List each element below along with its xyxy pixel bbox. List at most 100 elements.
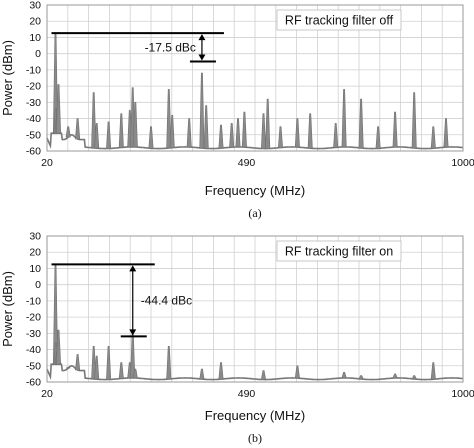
spectral-peak xyxy=(118,113,124,148)
legend-text-b: RF tracking filter on xyxy=(285,245,393,259)
spectral-peak xyxy=(106,121,112,149)
spectral-peak xyxy=(166,89,172,149)
annotation-b: -44.4 dBc xyxy=(51,263,192,338)
x-tick-label: 1000 xyxy=(451,388,474,400)
y-tick-label: 20 xyxy=(29,247,41,259)
spectral-peak xyxy=(169,115,175,148)
caption-a: (a) xyxy=(248,206,261,220)
dbc-annotation-label: -17.5 dBc xyxy=(145,40,196,54)
x-tick-label: 20 xyxy=(41,157,53,169)
dbc-arrow-head-down xyxy=(198,54,206,61)
y-tick-label: -50 xyxy=(26,360,41,372)
dbc-arrow-head-up xyxy=(198,34,206,41)
y-axis-label-b: Power (dBm) xyxy=(0,271,15,347)
spectral-peak xyxy=(75,118,81,140)
y-tick-label: -20 xyxy=(26,81,41,93)
x-axis-label-b: Frequency (MHz) xyxy=(205,408,305,423)
y-tick-label: 10 xyxy=(29,32,41,44)
x-tick-label: 20 xyxy=(41,388,53,400)
spectral-peak xyxy=(65,367,71,369)
y-tick-label: -30 xyxy=(26,97,41,109)
spectral-peak xyxy=(341,89,347,148)
spectral-peak xyxy=(358,98,364,149)
spectral-peak xyxy=(55,84,62,134)
spectral-peak xyxy=(199,72,205,149)
plot-frame-b xyxy=(46,235,464,383)
x-tick-label: 490 xyxy=(238,157,256,169)
spectral-peak xyxy=(430,126,436,149)
x-tick-label: 490 xyxy=(238,388,256,400)
y-tick-label: -60 xyxy=(26,146,41,158)
y-tick-label: -50 xyxy=(26,129,41,141)
legend-box-a xyxy=(276,9,402,31)
spectral-peak xyxy=(55,329,62,365)
y-tick-label: 10 xyxy=(29,263,41,275)
y-tick-label: -40 xyxy=(26,344,41,356)
spectral-peak xyxy=(65,126,71,138)
spectral-peak xyxy=(260,113,267,149)
spectral-peak xyxy=(260,370,267,380)
spectral-peak xyxy=(241,111,247,148)
spectral-peak xyxy=(375,126,381,149)
dbc-arrow-head-down xyxy=(129,329,137,336)
spectral-peak xyxy=(411,375,417,380)
y-tick-labels-b: 30 20 10 0 -10 -20 -30 -40 -50 -60 xyxy=(26,231,41,389)
legend-text-a: RF tracking filter off xyxy=(285,14,394,28)
spectral-peak xyxy=(186,118,192,148)
spectral-peak xyxy=(94,355,100,380)
x-tick-label: 1000 xyxy=(451,157,474,169)
spectral-peak xyxy=(166,346,172,380)
y-tick-label: -20 xyxy=(26,312,41,324)
y-tick-label: -10 xyxy=(26,295,41,307)
spectral-peak xyxy=(132,102,138,148)
spectral-peak xyxy=(229,123,235,148)
spectral-peak xyxy=(265,98,271,149)
y-tick-label: -30 xyxy=(26,328,41,340)
legend-box-b xyxy=(276,240,402,262)
x-axis-label-a: Frequency (MHz) xyxy=(205,183,305,198)
spectral-peak xyxy=(106,346,112,380)
x-tick-labels-b: 20 490 1000 xyxy=(41,388,474,400)
spectral-peak xyxy=(94,123,100,149)
annotation-a: -17.5 dBc xyxy=(51,32,224,63)
y-tick-label: -10 xyxy=(26,64,41,76)
spectral-peak xyxy=(218,362,224,380)
chart-panel-b: 30 20 10 0 -10 -20 -30 -40 -50 -60 20 490 1000 -44.… xyxy=(0,231,474,446)
y-tick-label: 30 xyxy=(29,0,41,12)
y-tick-label: 0 xyxy=(35,279,41,291)
y-tick-label: 0 xyxy=(35,48,41,60)
dbc-arrow-head-up xyxy=(129,265,137,272)
spectral-peak xyxy=(333,123,339,148)
spectral-peak xyxy=(132,368,138,379)
spectral-peak xyxy=(218,124,224,149)
spectral-peak xyxy=(443,118,449,148)
x-tick-labels-a: 20 490 1000 xyxy=(41,157,474,169)
y-tick-label: -60 xyxy=(26,377,41,389)
caption-b: (b) xyxy=(248,431,262,445)
spectral-peak xyxy=(203,105,209,149)
y-tick-label: 30 xyxy=(29,231,41,243)
dbc-annotation-label: -44.4 dBc xyxy=(141,293,192,307)
spectral-peak xyxy=(430,362,436,380)
y-axis-label-a: Power (dBm) xyxy=(0,40,15,116)
spectral-peak xyxy=(235,118,241,148)
spectral-peak xyxy=(411,92,417,149)
spectral-peak xyxy=(358,375,364,380)
plot-frame-a xyxy=(46,4,464,152)
spectral-peak xyxy=(118,362,124,379)
spectral-peak xyxy=(294,118,300,148)
y-tick-labels-a: 30 20 10 0 -10 -20 -30 -40 -50 -60 xyxy=(26,0,41,158)
spectral-peak xyxy=(307,113,313,149)
spectral-peak xyxy=(148,126,154,149)
spectral-peak xyxy=(392,111,398,148)
spectral-peak xyxy=(277,126,284,148)
spectral-peak xyxy=(392,373,398,379)
spectral-peak xyxy=(75,354,81,371)
spectral-peak xyxy=(199,368,205,380)
spectral-peak xyxy=(341,372,347,379)
y-tick-label: 20 xyxy=(29,16,41,28)
spectral-peak xyxy=(294,365,300,379)
y-tick-label: -40 xyxy=(26,113,41,125)
chart-panel-a: 30 20 10 0 -10 -20 -30 -40 -50 -60 20 490 1000 -17.… xyxy=(0,0,474,220)
